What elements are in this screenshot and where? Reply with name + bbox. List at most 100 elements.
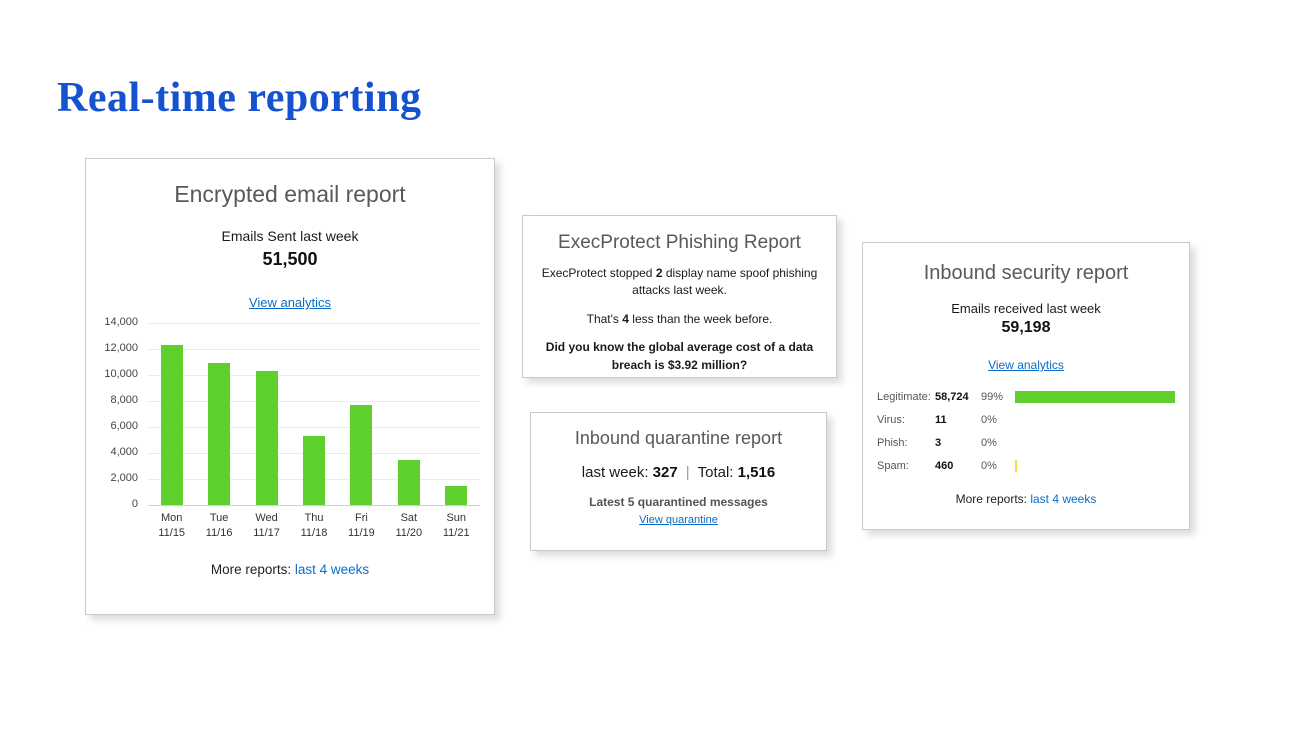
chart-bar xyxy=(255,371,278,505)
security-row-bar-track xyxy=(1015,459,1175,472)
inbound-security-card: Inbound security report Emails received … xyxy=(862,242,1190,530)
security-row-count: 11 xyxy=(935,413,947,426)
latest-quarantined-label: Latest 5 quarantined messages xyxy=(589,495,768,509)
security-row-count: 3 xyxy=(935,436,942,449)
security-row: Legitimate: 58,724 99% xyxy=(877,385,1175,408)
emails-sent-total: 51,500 xyxy=(262,249,318,269)
security-row-label: Legitimate: xyxy=(877,390,931,403)
security-row-bar-track xyxy=(1015,390,1175,403)
chart-y-tick-label: 0 xyxy=(131,498,138,510)
security-rows: Legitimate: 58,724 99% Virus: 11 0% Phish: 3 0% S… xyxy=(877,385,1175,477)
chart-y-tick-label: 4,000 xyxy=(110,446,138,458)
line1-count: 2 xyxy=(655,266,663,280)
chart-bar xyxy=(160,345,183,505)
chart-bar-slot xyxy=(385,459,432,505)
chart-x-tick-label: Fri 11/19 xyxy=(348,512,375,540)
chart-y-axis: 0 2,000 4,000 6,000 8,000 10,000 12,000 14,000 xyxy=(96,316,148,510)
encrypted-report-title: Encrypted email report xyxy=(174,181,406,207)
security-row: Phish: 3 0% xyxy=(877,431,1175,454)
security-row-bar xyxy=(1015,390,1175,403)
security-row-percent: 0% xyxy=(981,459,997,472)
chart-bar xyxy=(208,363,231,505)
chart-plot xyxy=(148,323,480,506)
chart-x-tick-label: Wed 11/17 xyxy=(253,512,280,540)
inbound-quarantine-card: Inbound quarantine report last week: 327… xyxy=(530,412,827,551)
security-row: Virus: 11 0% xyxy=(877,408,1175,431)
chart-gridline xyxy=(148,375,480,376)
view-analytics-link[interactable]: View analytics xyxy=(248,295,332,310)
line2-pre: That's xyxy=(586,311,623,326)
execprotect-phishing-card: ExecProtect Phishing Report ExecProtect … xyxy=(522,215,837,378)
chart-gridline xyxy=(148,349,480,350)
last-week-value: 327 xyxy=(652,464,678,481)
security-row-label: Virus: xyxy=(877,413,905,426)
emails-received-total: 59,198 xyxy=(1001,319,1051,336)
chart-bar-slot xyxy=(290,436,337,505)
security-row-percent: 99% xyxy=(981,390,1004,403)
chart-y-tick-label: 8,000 xyxy=(110,394,138,406)
security-more-reports-line: More reports: last 4 weeks xyxy=(877,492,1175,506)
chart-bar-slot xyxy=(195,363,242,505)
chart-bar-slot xyxy=(433,485,480,505)
chart-gridline xyxy=(148,505,480,506)
quarantine-title: Inbound quarantine report xyxy=(574,428,783,448)
execprotect-line2: That's 4 less than the week before. xyxy=(539,311,820,328)
chart-bar xyxy=(397,459,420,505)
security-row-percent: 0% xyxy=(981,413,997,426)
total-value: 1,516 xyxy=(737,464,776,481)
chart-x-tick-label: Mon 11/15 xyxy=(158,512,186,540)
emails-sent-bar-chart: 0 2,000 4,000 6,000 8,000 10,000 12,000 14,000 … xyxy=(96,316,484,542)
more-reports-label: More reports: xyxy=(210,561,295,577)
chart-gridline xyxy=(148,323,480,324)
security-row-bar-track xyxy=(1015,437,1175,449)
stats-separator: | xyxy=(685,464,690,481)
security-last-4-weeks-link[interactable]: last 4 weeks xyxy=(1030,492,1097,506)
line1-post: display name spoof phishing attacks last… xyxy=(632,266,818,298)
security-row-bar xyxy=(1015,459,1017,472)
chart-x-axis: Mon 11/15 Tue 11/16 Wed 11/17 Thu 11/18 Fri 11/19… xyxy=(148,511,480,542)
security-row-label: Spam: xyxy=(877,459,909,472)
security-row-percent: 0% xyxy=(981,436,997,449)
chart-x-tick-label: Sun 11/21 xyxy=(442,512,470,540)
security-row-label: Phish: xyxy=(877,436,908,449)
last-4-weeks-link[interactable]: last 4 weeks xyxy=(294,561,370,577)
chart-y-tick-label: 10,000 xyxy=(104,368,138,380)
emails-received-label: Emails received last week xyxy=(951,301,1101,316)
encrypted-email-report-card: Encrypted email report Emails Sent last … xyxy=(85,158,495,615)
security-row-count: 460 xyxy=(935,459,954,472)
chart-bar-slot xyxy=(148,345,195,505)
chart-bar xyxy=(302,436,325,505)
security-view-analytics-link[interactable]: View analytics xyxy=(988,358,1064,372)
last-week-label: last week: xyxy=(581,464,653,481)
total-label: Total: xyxy=(697,464,738,481)
chart-x-tick-label: Sat 11/20 xyxy=(395,512,423,540)
chart-bar xyxy=(350,404,373,505)
chart-y-tick-label: 14,000 xyxy=(104,316,138,328)
execprotect-factoid: Did you know the global average cost of … xyxy=(545,340,814,372)
line2-post: less than the week before. xyxy=(628,311,773,326)
chart-x-tick-label: Thu 11/18 xyxy=(300,512,328,540)
chart-bar-slot xyxy=(243,371,290,505)
more-reports-line: More reports: last 4 weeks xyxy=(96,562,484,577)
security-row: Spam: 460 0% xyxy=(877,454,1175,477)
execprotect-line1: ExecProtect stopped 2 display name spoof… xyxy=(539,265,820,300)
security-title: Inbound security report xyxy=(923,262,1129,284)
chart-y-tick-label: 6,000 xyxy=(110,420,138,432)
chart-bar xyxy=(445,485,468,505)
chart-x-tick-label: Tue 11/16 xyxy=(205,512,233,540)
line2-count: 4 xyxy=(622,311,629,326)
chart-bar-slot xyxy=(338,404,385,505)
emails-sent-label: Emails Sent last week xyxy=(221,228,359,244)
view-quarantine-link[interactable]: View quarantine xyxy=(639,514,718,526)
quarantine-stats: last week: 327 | Total: 1,516 xyxy=(543,464,814,481)
execprotect-title: ExecProtect Phishing Report xyxy=(558,232,801,253)
page-title: Real-time reporting xyxy=(57,75,422,121)
line1-pre: ExecProtect stopped xyxy=(541,266,656,280)
security-more-reports-label: More reports: xyxy=(955,492,1031,506)
security-row-bar-track xyxy=(1015,414,1175,426)
chart-gridline xyxy=(148,427,480,428)
chart-y-tick-label: 2,000 xyxy=(110,472,138,484)
chart-gridline xyxy=(148,401,480,402)
security-row-count: 58,724 xyxy=(935,390,969,403)
chart-y-tick-label: 12,000 xyxy=(104,342,138,354)
